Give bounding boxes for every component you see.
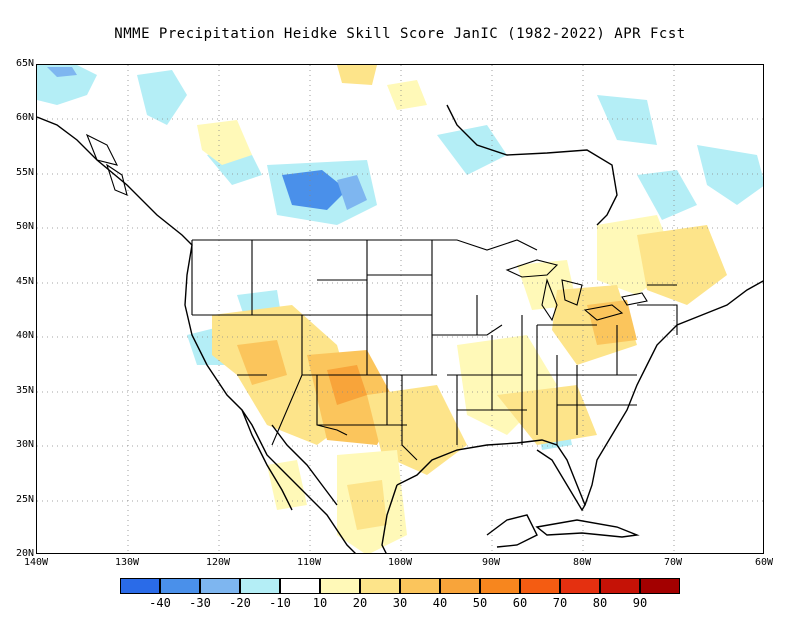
map-area [36,64,764,554]
lat-label: 25N [15,494,34,505]
lat-label: 40N [15,330,34,341]
legend-swatch [160,578,200,594]
legend-label: 80 [592,596,608,610]
lon-label: 60W [754,557,774,568]
lat-label: 55N [15,167,34,178]
legend-label: 90 [632,596,648,610]
legend-label: -30 [189,596,211,610]
legend-swatch [480,578,520,594]
lon-label: 90W [481,557,501,568]
lat-label: 45N [15,276,34,287]
legend-label: 10 [312,596,328,610]
legend-swatch [120,578,160,594]
legend-label: -20 [229,596,251,610]
legend-label: -40 [149,596,171,610]
lon-label: 140W [23,557,49,568]
legend-swatch [400,578,440,594]
coastlines [37,104,763,553]
lat-label: 30N [15,439,34,450]
legend-label: 30 [392,596,408,610]
lon-label: 130W [114,557,140,568]
legend-swatch [320,578,360,594]
color-legend [120,578,680,594]
lon-label: 80W [572,557,592,568]
legend-swatch [200,578,240,594]
map-svg [37,65,763,553]
lon-label: 120W [205,557,231,568]
legend-label: -10 [269,596,291,610]
legend-label: 40 [432,596,448,610]
legend-swatch [240,578,280,594]
legend-label: 50 [472,596,488,610]
lat-label: 65N [15,58,34,69]
legend-swatch [520,578,560,594]
lon-label: 110W [296,557,322,568]
lon-label: 100W [387,557,413,568]
lat-label: 60N [15,112,34,123]
skill-shading [37,65,763,553]
lon-label: 70W [663,557,683,568]
map-title: NMME Precipitation Heidke Skill Score Ja… [114,26,686,42]
borders [191,239,678,461]
legend-swatch [600,578,640,594]
legend-swatch [440,578,480,594]
legend-swatch [360,578,400,594]
lakes [85,133,648,322]
lat-label: 35N [15,385,34,396]
legend-swatch [640,578,680,594]
legend-label: 20 [352,596,368,610]
lat-label: 20N [15,548,34,559]
legend-swatch [560,578,600,594]
legend-label: 70 [552,596,568,610]
legend-label: 60 [512,596,528,610]
legend-swatch [280,578,320,594]
gridlines [37,65,763,553]
lat-label: 50N [15,221,34,232]
